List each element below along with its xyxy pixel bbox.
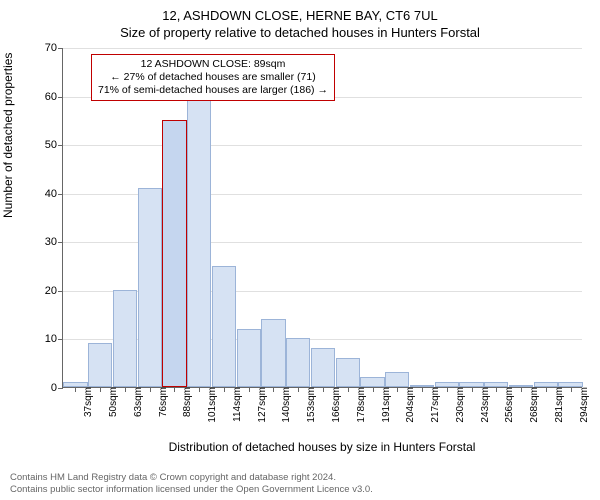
bar (360, 377, 384, 387)
annotation-line-2: ← 27% of detached houses are smaller (71… (98, 71, 328, 84)
xtick-mark (298, 387, 299, 392)
footer-line-1: Contains HM Land Registry data © Crown c… (10, 472, 373, 484)
ytick-label: 50 (45, 139, 63, 151)
xtick-label: 230sqm (451, 387, 466, 423)
annotation-box: 12 ASHDOWN CLOSE: 89sqm ← 27% of detache… (91, 54, 335, 101)
ytick-label: 60 (45, 91, 63, 103)
xtick-label: 166sqm (327, 387, 342, 423)
xtick-label: 63sqm (129, 387, 144, 417)
xtick-mark (323, 387, 324, 392)
xtick-mark (125, 387, 126, 392)
xtick-mark (174, 387, 175, 392)
plot-area: 12 ASHDOWN CLOSE: 89sqm ← 27% of detache… (62, 48, 582, 388)
page-title: 12, ASHDOWN CLOSE, HERNE BAY, CT6 7UL (0, 0, 600, 23)
xtick-label: 217sqm (426, 387, 441, 423)
xtick-mark (472, 387, 473, 392)
gridline (63, 48, 582, 49)
xtick-label: 140sqm (277, 387, 292, 423)
xtick-mark (75, 387, 76, 392)
xtick-label: 114sqm (228, 387, 243, 422)
xtick-label: 243sqm (476, 387, 491, 423)
xtick-mark (199, 387, 200, 392)
xtick-label: 256sqm (500, 387, 515, 423)
xtick-mark (571, 387, 572, 392)
xtick-mark (150, 387, 151, 392)
footer-line-2: Contains public sector information licen… (10, 484, 373, 496)
bar (336, 358, 360, 387)
ytick-label: 20 (45, 285, 63, 297)
xtick-label: 178sqm (352, 387, 367, 423)
bar (311, 348, 335, 387)
bar (113, 290, 137, 387)
ytick-label: 40 (45, 188, 63, 200)
bar (286, 338, 310, 387)
xtick-label: 50sqm (104, 387, 119, 417)
xtick-label: 191sqm (377, 387, 392, 423)
y-axis-label: Number of detached properties (1, 53, 15, 218)
xtick-label: 101sqm (203, 387, 218, 423)
xtick-label: 37sqm (79, 387, 94, 417)
bar (138, 188, 162, 387)
ytick-label: 0 (51, 382, 63, 394)
xtick-label: 88sqm (178, 387, 193, 417)
footer-attribution: Contains HM Land Registry data © Crown c… (10, 472, 373, 496)
bar (187, 100, 211, 387)
gridline (63, 145, 582, 146)
xtick-mark (100, 387, 101, 392)
bar (212, 266, 236, 387)
bar (88, 343, 112, 387)
xtick-label: 268sqm (525, 387, 540, 423)
xtick-mark (546, 387, 547, 392)
x-axis-label: Distribution of detached houses by size … (169, 440, 476, 454)
annotation-line-1: 12 ASHDOWN CLOSE: 89sqm (98, 58, 328, 71)
xtick-mark (224, 387, 225, 392)
page-subtitle: Size of property relative to detached ho… (0, 23, 600, 40)
xtick-mark (496, 387, 497, 392)
xtick-mark (521, 387, 522, 392)
xtick-label: 127sqm (253, 387, 268, 423)
xtick-label: 281sqm (550, 387, 565, 423)
xtick-mark (447, 387, 448, 392)
xtick-mark (348, 387, 349, 392)
xtick-label: 204sqm (401, 387, 416, 423)
xtick-label: 294sqm (575, 387, 590, 423)
xtick-label: 153sqm (302, 387, 317, 423)
bar (261, 319, 285, 387)
xtick-mark (397, 387, 398, 392)
xtick-mark (422, 387, 423, 392)
ytick-label: 10 (45, 333, 63, 345)
annotation-line-3: 71% of semi-detached houses are larger (… (98, 84, 328, 97)
xtick-label: 76sqm (154, 387, 169, 417)
ytick-label: 30 (45, 236, 63, 248)
xtick-mark (249, 387, 250, 392)
bar-highlight (162, 120, 186, 387)
xtick-mark (273, 387, 274, 392)
bar (237, 329, 261, 387)
xtick-mark (373, 387, 374, 392)
bar (385, 372, 409, 387)
ytick-label: 70 (45, 42, 63, 54)
chart-container: 12, ASHDOWN CLOSE, HERNE BAY, CT6 7UL Si… (0, 0, 600, 500)
